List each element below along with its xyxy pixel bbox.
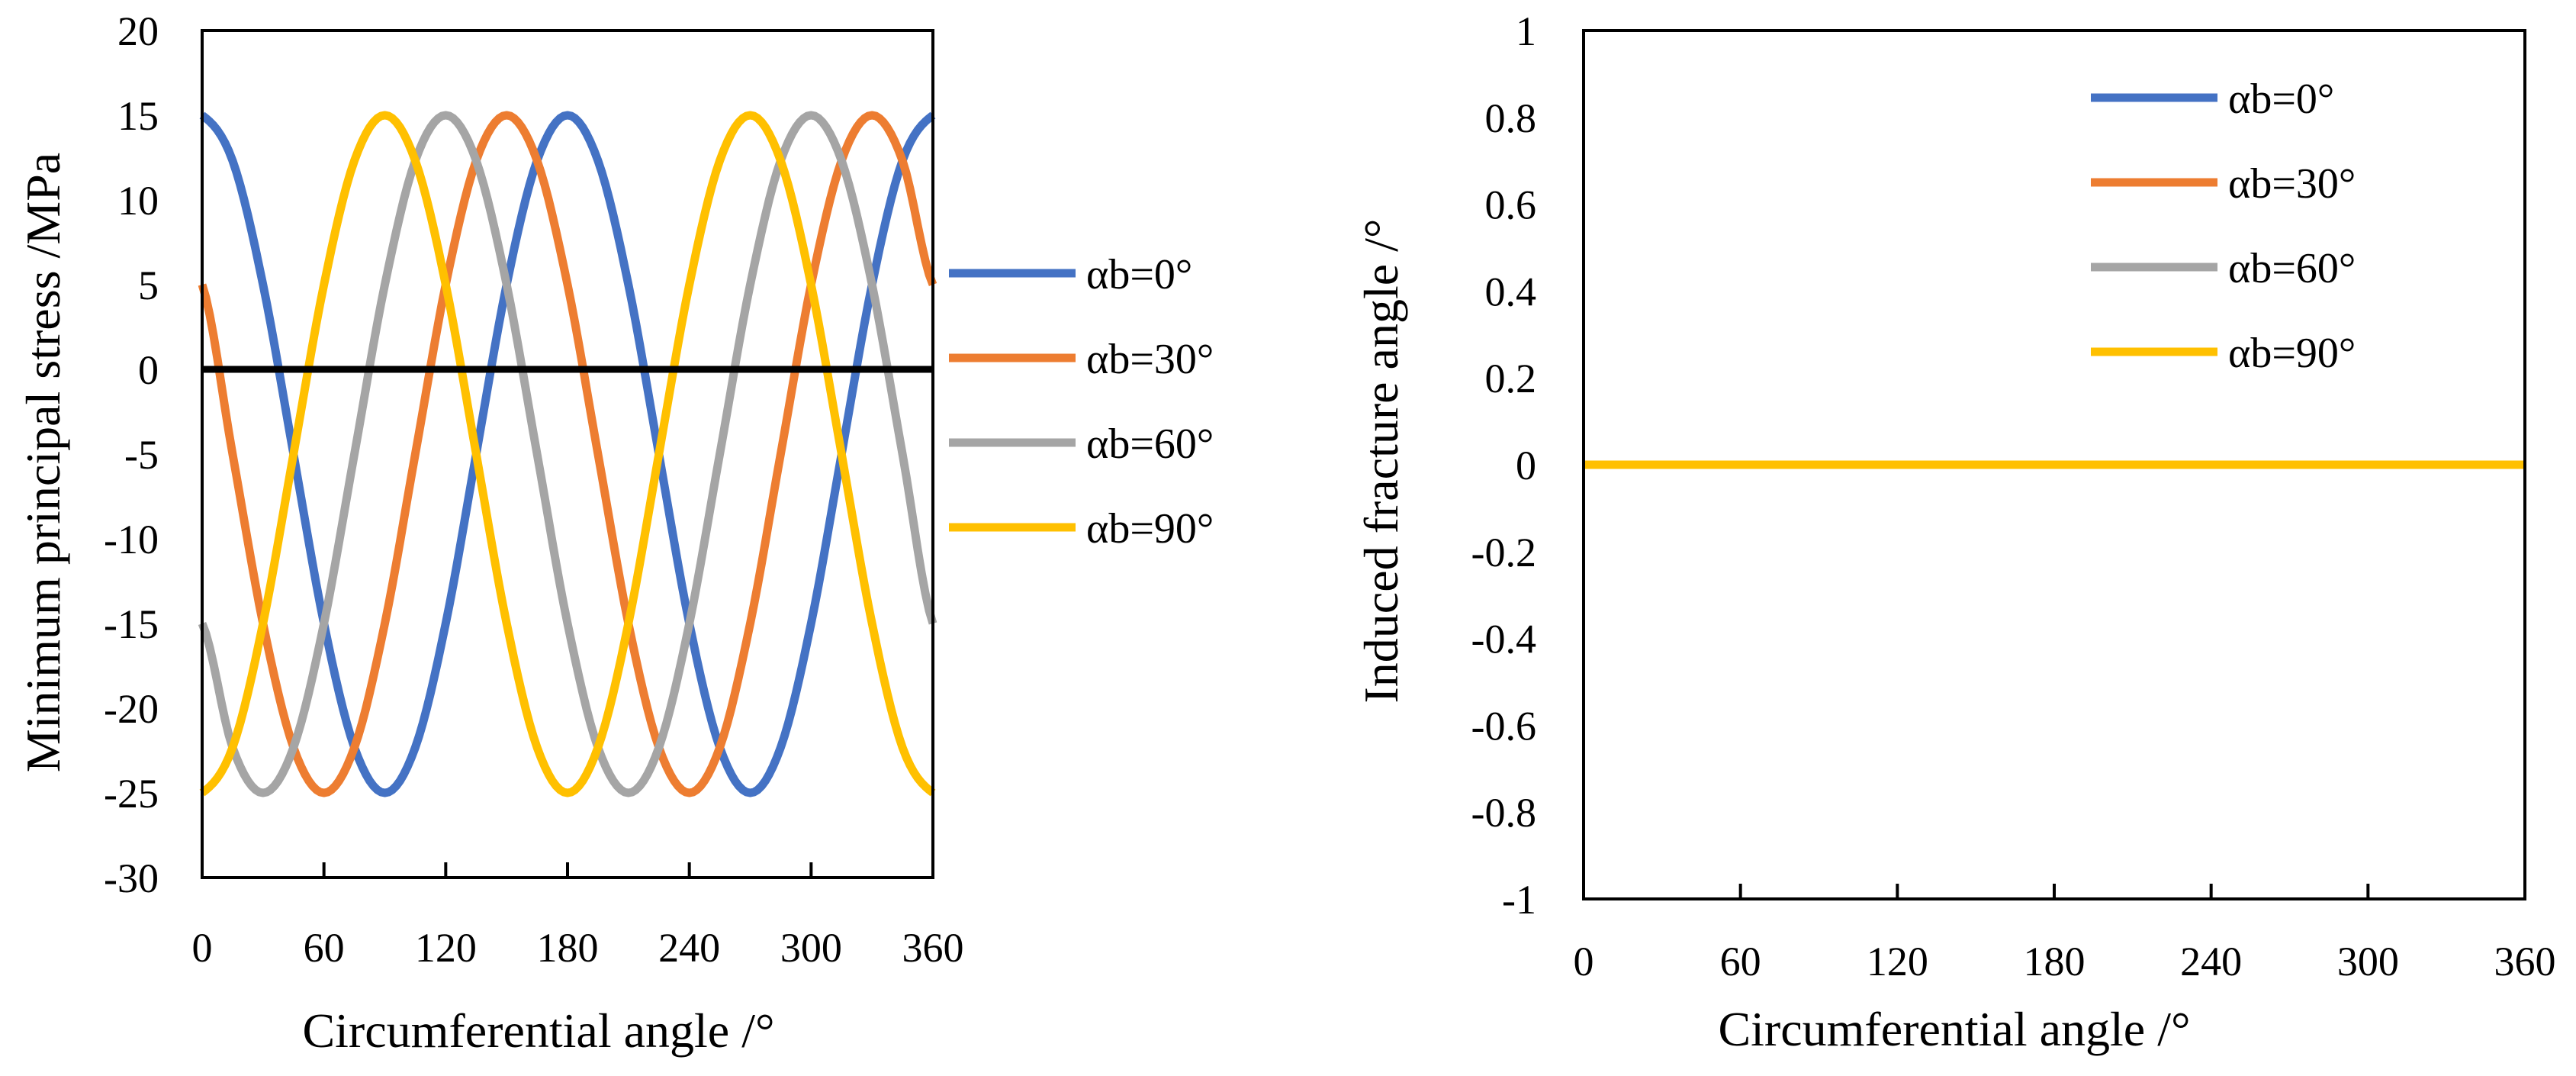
y-tick-label: 0	[1516, 443, 1536, 488]
y-tick-label: -25	[104, 771, 159, 817]
y-tick-label: 1	[1516, 8, 1536, 54]
x-tick-label: 60	[1720, 939, 1761, 984]
y-tick-label: 20	[117, 8, 159, 54]
y-tick-label: -0.6	[1471, 703, 1536, 749]
y-tick-label: 15	[117, 93, 159, 139]
y-tick-label: 0.6	[1485, 182, 1537, 228]
y-tick-label: -20	[104, 686, 159, 732]
stress-y-axis-title: Minimum principal stress /MPa	[16, 153, 70, 772]
y-tick-label: 0.8	[1485, 95, 1537, 141]
stress-y-tick-labels: 20 15 10 5 0 -5 -10 -15 -20 -25 -30	[104, 8, 159, 901]
x-tick-label: 120	[1867, 939, 1928, 984]
fracture-y-tick-labels: 1 0.8 0.6 0.4 0.2 0 -0.2 -0.4 -0.6 -0.8 -1	[1471, 8, 1536, 923]
legend-label: αb=90°	[1086, 505, 1214, 552]
legend-label: αb=0°	[2228, 76, 2334, 123]
legend-label: αb=30°	[1086, 336, 1214, 383]
x-tick-label: 120	[415, 925, 477, 971]
legend-label: αb=60°	[1086, 420, 1214, 468]
x-tick-label: 180	[537, 925, 599, 971]
x-tick-label: 240	[2180, 939, 2242, 984]
x-tick-label: 240	[658, 925, 720, 971]
y-tick-label: 0	[138, 347, 159, 393]
x-tick-label: 0	[1574, 939, 1594, 984]
legend-label: αb=90°	[2228, 330, 2356, 377]
x-tick-label: 180	[2024, 939, 2086, 984]
fracture-angle-chart: 1 0.8 0.6 0.4 0.2 0 -0.2 -0.4 -0.6 -0.8 -1 0 60 120 1…	[1354, 8, 2556, 1056]
y-tick-label: -1	[1502, 877, 1536, 923]
series-line-2	[198, 111, 937, 797]
fracture-y-axis-title: Induced fracture angle /°	[1354, 218, 1408, 703]
legend-label: αb=60°	[2228, 245, 2356, 292]
x-tick-label: 300	[2337, 939, 2399, 984]
y-tick-label: -15	[104, 601, 159, 647]
y-tick-label: 10	[117, 178, 159, 224]
x-tick-label: 0	[192, 925, 213, 971]
y-tick-label: 5	[138, 263, 159, 308]
legend-label: αb=30°	[2228, 160, 2356, 208]
y-tick-label: -30	[104, 855, 159, 901]
legend-label: αb=0°	[1086, 251, 1192, 298]
y-tick-label: -5	[124, 432, 159, 478]
stress-plot-area	[201, 29, 934, 879]
y-tick-label: -0.4	[1471, 617, 1536, 662]
fracture-x-tick-labels: 0 60 120 180 240 300 360	[1574, 884, 2556, 984]
fracture-legend: αb=0° αb=30° αb=60° αb=90°	[2091, 76, 2356, 377]
x-tick-label: 60	[304, 925, 345, 971]
y-tick-label: 0.4	[1485, 269, 1537, 314]
x-tick-label: 360	[902, 925, 964, 971]
y-tick-label: -0.2	[1471, 530, 1536, 575]
fracture-x-axis-title: Circumferential angle /°	[1718, 1002, 2190, 1056]
x-tick-label: 360	[2494, 939, 2556, 984]
stress-series-group	[198, 111, 937, 797]
x-tick-label: 300	[780, 925, 842, 971]
y-tick-label: 0.2	[1485, 356, 1537, 401]
series-line-3	[199, 111, 936, 797]
stress-x-axis-title: Circumferential angle /°	[302, 1004, 774, 1058]
stress-x-tick-labels: 0 60 120 180 240 300 360	[192, 862, 964, 971]
y-tick-label: -10	[104, 517, 159, 562]
stress-legend: αb=0° αb=30° αb=60° αb=90°	[949, 251, 1214, 552]
stress-chart: 20 15 10 5 0 -5 -10 -15 -20 -25 -30 0 60 120 180 240 30…	[16, 8, 1214, 1058]
y-tick-label: -0.8	[1471, 790, 1536, 836]
